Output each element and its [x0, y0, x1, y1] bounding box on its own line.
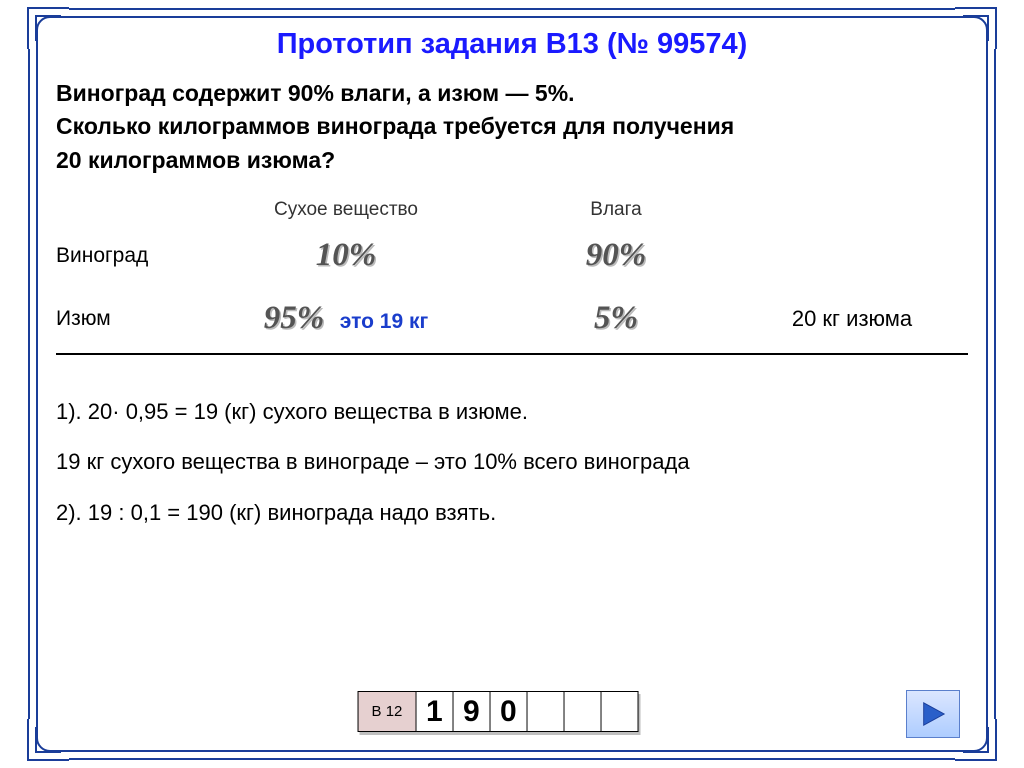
next-button[interactable]	[906, 690, 960, 738]
answer-cell	[601, 691, 638, 732]
step-3: 2). 19 : 0,1 = 190 (кг) винограда надо в…	[56, 488, 968, 539]
problem-line: Виноград содержит 90% влаги, а изюм — 5%…	[56, 77, 968, 110]
raisin-dry-note: это 19 кг	[340, 310, 428, 333]
table-header-row: Сухое вещество Влага	[56, 199, 968, 221]
divider-line	[56, 353, 968, 355]
raisin-dry-pct: 95%	[264, 300, 325, 336]
row-label: Виноград	[56, 244, 196, 268]
problem-line: Сколько килограммов винограда требуется …	[56, 110, 968, 143]
percent-table: Сухое вещество Влага Виноград 10% 90% Из…	[50, 199, 974, 355]
answer-cell: 1	[416, 691, 453, 732]
header-dry: Сухое вещество	[196, 199, 496, 221]
problem-line: 20 килограммов изюма?	[56, 144, 968, 177]
grape-row: Виноград 10% 90%	[56, 237, 968, 274]
header-wet: Влага	[496, 199, 736, 221]
play-icon	[919, 699, 947, 729]
step-2: 19 кг сухого вещества в винограде – это …	[56, 437, 968, 488]
problem-text: Виноград содержит 90% влаги, а изюм — 5%…	[50, 77, 974, 177]
answer-box: В 12 1 9 0	[358, 691, 639, 732]
row-label: Изюм	[56, 307, 196, 331]
answer-cell: 0	[490, 691, 527, 732]
answer-cell	[564, 691, 601, 732]
raisin-extra: 20 кг изюма	[736, 306, 968, 332]
answer-cell	[527, 691, 564, 732]
slide-title: Прототип задания B13 (№ 99574)	[50, 28, 974, 61]
answer-label: В 12	[358, 691, 417, 732]
solution-steps: 1). 20· 0,95 = 19 (кг) сухого вещества в…	[50, 373, 974, 539]
raisin-row: Изюм 95% это 19 кг 5% 20 кг изюма	[56, 300, 968, 337]
grape-dry-pct: 10%	[316, 237, 377, 273]
step-1: 1). 20· 0,95 = 19 (кг) сухого вещества в…	[56, 387, 968, 438]
answer-cell: 9	[453, 691, 490, 732]
slide-content: Прототип задания B13 (№ 99574) Виноград …	[50, 28, 974, 740]
grape-wet-pct: 90%	[586, 237, 647, 273]
raisin-wet-pct: 5%	[594, 300, 638, 336]
